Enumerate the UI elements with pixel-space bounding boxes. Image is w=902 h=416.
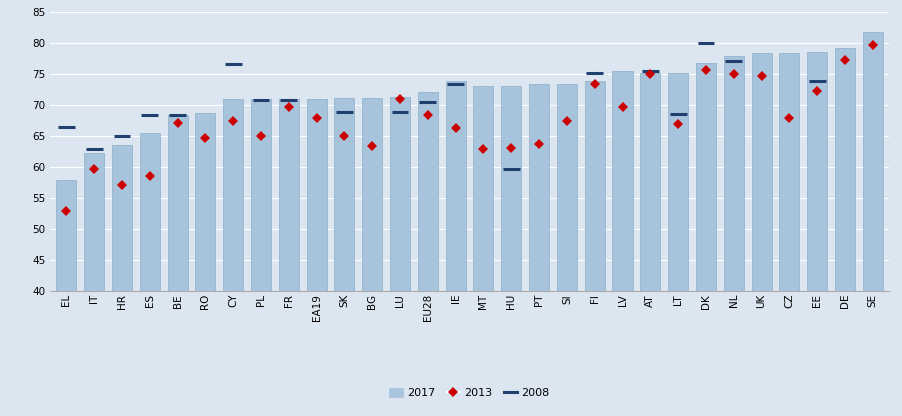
Bar bbox=[390, 97, 410, 291]
Bar bbox=[501, 86, 520, 291]
Bar bbox=[861, 32, 882, 291]
Bar bbox=[251, 99, 271, 291]
Bar bbox=[195, 113, 216, 291]
Bar bbox=[584, 81, 604, 291]
Bar bbox=[362, 98, 382, 291]
Bar bbox=[334, 98, 354, 291]
Bar bbox=[223, 99, 243, 291]
Bar bbox=[612, 71, 631, 291]
Bar bbox=[140, 133, 160, 291]
Bar bbox=[84, 153, 104, 291]
Bar bbox=[418, 92, 437, 291]
Bar bbox=[279, 99, 299, 291]
Legend: 2017, 2013, 2008: 2017, 2013, 2008 bbox=[384, 384, 554, 403]
Bar bbox=[529, 84, 548, 291]
Bar bbox=[834, 48, 854, 291]
Bar bbox=[112, 145, 132, 291]
Bar bbox=[723, 56, 743, 291]
Bar bbox=[778, 53, 798, 291]
Bar bbox=[446, 81, 465, 291]
Bar bbox=[750, 53, 770, 291]
Bar bbox=[667, 72, 687, 291]
Bar bbox=[168, 115, 188, 291]
Bar bbox=[557, 84, 576, 291]
Bar bbox=[56, 180, 77, 291]
Bar bbox=[473, 86, 492, 291]
Bar bbox=[307, 99, 327, 291]
Bar bbox=[806, 52, 826, 291]
Bar bbox=[640, 72, 659, 291]
Bar bbox=[695, 63, 715, 291]
